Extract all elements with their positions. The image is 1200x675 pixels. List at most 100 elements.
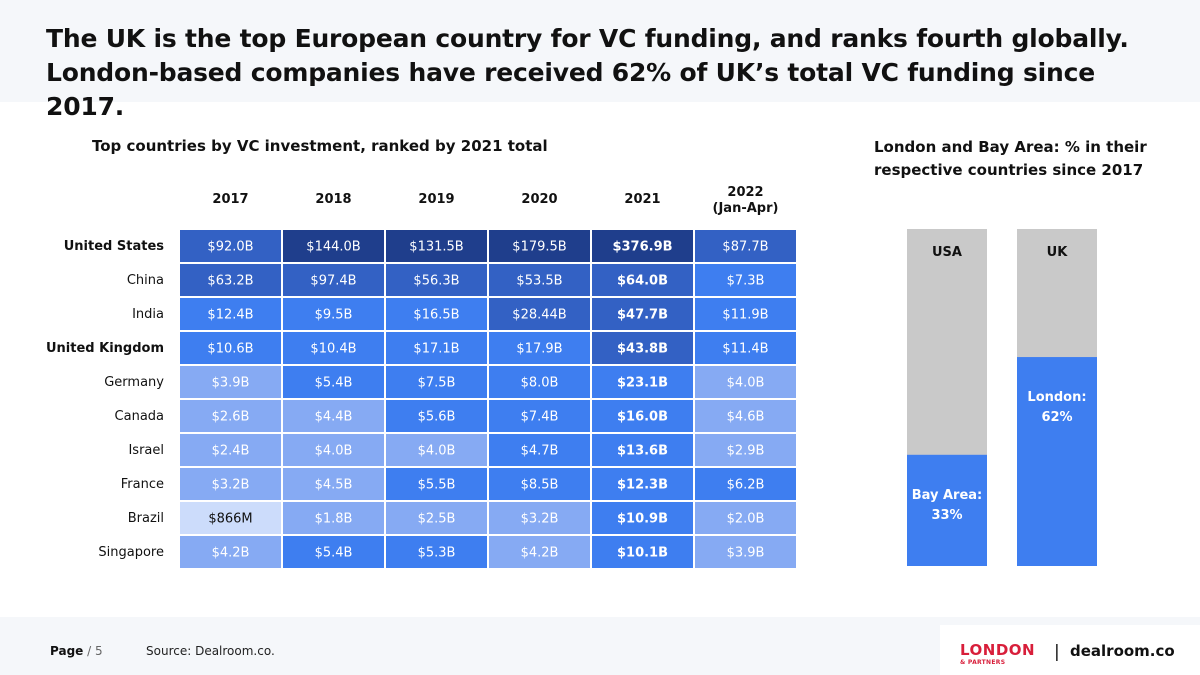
heatmap-cell bbox=[489, 298, 590, 330]
row-label: Canada bbox=[115, 409, 164, 424]
heatmap-cell bbox=[386, 332, 487, 364]
cell-value: $4.5B bbox=[315, 478, 353, 493]
cell-value: $10.9B bbox=[617, 512, 668, 527]
cell-value: $47.7B bbox=[617, 308, 668, 323]
heatmap-cell bbox=[592, 468, 693, 500]
heatmap-cell bbox=[592, 332, 693, 364]
heatmap-cell bbox=[283, 366, 384, 398]
cell-value: $12.3B bbox=[617, 478, 668, 493]
bar-data-value: 33% bbox=[931, 508, 962, 523]
cell-value: $5.3B bbox=[418, 546, 456, 561]
heatmap-cell bbox=[489, 468, 590, 500]
heatmap-cell bbox=[695, 366, 796, 398]
cell-value: $4.7B bbox=[521, 444, 559, 459]
heatmap-cell bbox=[386, 366, 487, 398]
cell-value: $2.4B bbox=[212, 444, 250, 459]
cell-value: $16.5B bbox=[413, 308, 459, 323]
heatmap-cell bbox=[695, 536, 796, 568]
cell-value: $56.3B bbox=[413, 274, 459, 289]
heatmap-cell bbox=[180, 298, 281, 330]
heatmap-cell bbox=[386, 536, 487, 568]
heatmap-cell bbox=[592, 366, 693, 398]
logo-area bbox=[940, 625, 1200, 675]
cell-value: $3.2B bbox=[212, 478, 250, 493]
cell-value: $5.5B bbox=[418, 478, 456, 493]
row-label: France bbox=[121, 477, 164, 492]
bar-category-label: UK bbox=[1047, 245, 1069, 260]
heatmap-cell bbox=[592, 264, 693, 296]
heatmap-cell bbox=[695, 230, 796, 262]
row-label: United States bbox=[64, 239, 165, 254]
cell-value: $144.0B bbox=[306, 240, 360, 255]
cell-value: $866M bbox=[208, 512, 252, 527]
cell-value: $4.6B bbox=[727, 410, 765, 425]
cell-value: $3.2B bbox=[521, 512, 559, 527]
cell-value: $28.44B bbox=[512, 308, 566, 323]
cell-value: $53.5B bbox=[516, 274, 562, 289]
cell-value: $63.2B bbox=[207, 274, 253, 289]
heatmap-cell bbox=[695, 468, 796, 500]
heatmap-cell bbox=[180, 434, 281, 466]
page-number: 5 bbox=[95, 644, 103, 658]
cell-value: $8.5B bbox=[521, 478, 559, 493]
bar-chart-title: London and Bay Area: % in their respecti… bbox=[874, 138, 1147, 179]
heatmap-cell bbox=[695, 434, 796, 466]
cell-value: $13.6B bbox=[617, 444, 668, 459]
heatmap-cell bbox=[283, 264, 384, 296]
cell-value: $64.0B bbox=[617, 274, 668, 289]
heatmap-cell bbox=[283, 468, 384, 500]
cell-value: $11.4B bbox=[722, 342, 768, 357]
row-label: India bbox=[132, 307, 164, 322]
cell-value: $376.9B bbox=[612, 240, 672, 255]
heatmap-cell bbox=[489, 400, 590, 432]
cell-value: $10.4B bbox=[310, 342, 356, 357]
heatmap-cell bbox=[283, 332, 384, 364]
cell-value: $8.0B bbox=[521, 376, 559, 391]
cell-value: $2.6B bbox=[212, 410, 250, 425]
cell-value: $2.9B bbox=[727, 444, 765, 459]
bar-category-label: USA bbox=[932, 245, 962, 260]
header-band bbox=[0, 0, 1200, 102]
row-label: Singapore bbox=[98, 545, 164, 560]
london-partners-logo-subtext: & PARTNERS bbox=[960, 659, 1006, 666]
heatmap-cell bbox=[180, 230, 281, 262]
cell-value: $6.2B bbox=[727, 478, 765, 493]
bar-data-value: 62% bbox=[1041, 410, 1072, 425]
column-header: 2020 bbox=[521, 192, 557, 207]
heatmap-cell bbox=[489, 366, 590, 398]
heatmap-cell bbox=[180, 400, 281, 432]
cell-value: $3.9B bbox=[727, 546, 765, 561]
row-label: Germany bbox=[104, 375, 164, 390]
heatmap-cell bbox=[592, 298, 693, 330]
cell-value: $17.9B bbox=[516, 342, 562, 357]
heatmap-cell bbox=[283, 434, 384, 466]
source-note: Source: Dealroom.co. bbox=[146, 644, 275, 658]
heatmap-cell bbox=[592, 400, 693, 432]
heatmap-cell bbox=[695, 400, 796, 432]
heatmap-cell bbox=[283, 400, 384, 432]
heatmap-cell bbox=[489, 230, 590, 262]
heatmap-cell bbox=[386, 400, 487, 432]
row-label: United Kingdom bbox=[46, 341, 164, 356]
heatmap-cell bbox=[386, 230, 487, 262]
cell-value: $5.4B bbox=[315, 376, 353, 391]
heatmap-cell bbox=[180, 366, 281, 398]
heatmap-cell bbox=[592, 536, 693, 568]
cell-value: $7.4B bbox=[521, 410, 559, 425]
dealroom-logo: dealroom.co bbox=[1070, 642, 1175, 660]
cell-value: $16.0B bbox=[617, 410, 668, 425]
page-indicator: Page / 5 bbox=[50, 644, 103, 658]
cell-value: $17.1B bbox=[413, 342, 459, 357]
row-label: Israel bbox=[128, 443, 164, 458]
page-label: Page bbox=[50, 644, 84, 658]
cell-value: $10.1B bbox=[617, 546, 668, 561]
london-partners-logo: LONDON bbox=[960, 641, 1036, 659]
heatmap-cell bbox=[695, 298, 796, 330]
cell-value: $1.8B bbox=[315, 512, 353, 527]
cell-value: $23.1B bbox=[617, 376, 668, 391]
cell-value: $2.0B bbox=[727, 512, 765, 527]
cell-value: $92.0B bbox=[207, 240, 253, 255]
heatmap-cell bbox=[592, 502, 693, 534]
heatmap-cell bbox=[386, 502, 487, 534]
column-header-subtitle: (Jan-Apr) bbox=[713, 201, 779, 216]
